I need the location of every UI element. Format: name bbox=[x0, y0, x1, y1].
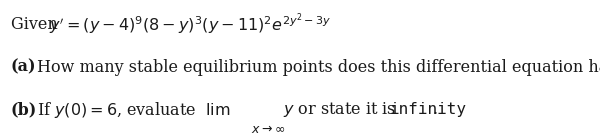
Text: $y$ or state it is: $y$ or state it is bbox=[278, 100, 397, 119]
Text: infinity: infinity bbox=[390, 102, 467, 117]
Text: (a): (a) bbox=[11, 59, 36, 75]
Text: $x\to\infty$: $x\to\infty$ bbox=[251, 123, 285, 134]
Text: (b): (b) bbox=[11, 101, 37, 118]
Text: .: . bbox=[432, 101, 437, 118]
Text: Given: Given bbox=[11, 16, 62, 33]
Text: If $y(0) = 6$, evaluate  $\lim$: If $y(0) = 6$, evaluate $\lim$ bbox=[37, 100, 231, 120]
Text: $y' = (y-4)^9(8-y)^3(y-11)^2 e^{2y^2-3y}$: $y' = (y-4)^9(8-y)^3(y-11)^2 e^{2y^2-3y}… bbox=[49, 11, 331, 37]
Text: How many stable equilibrium points does this differential equation have?: How many stable equilibrium points does … bbox=[37, 59, 600, 75]
